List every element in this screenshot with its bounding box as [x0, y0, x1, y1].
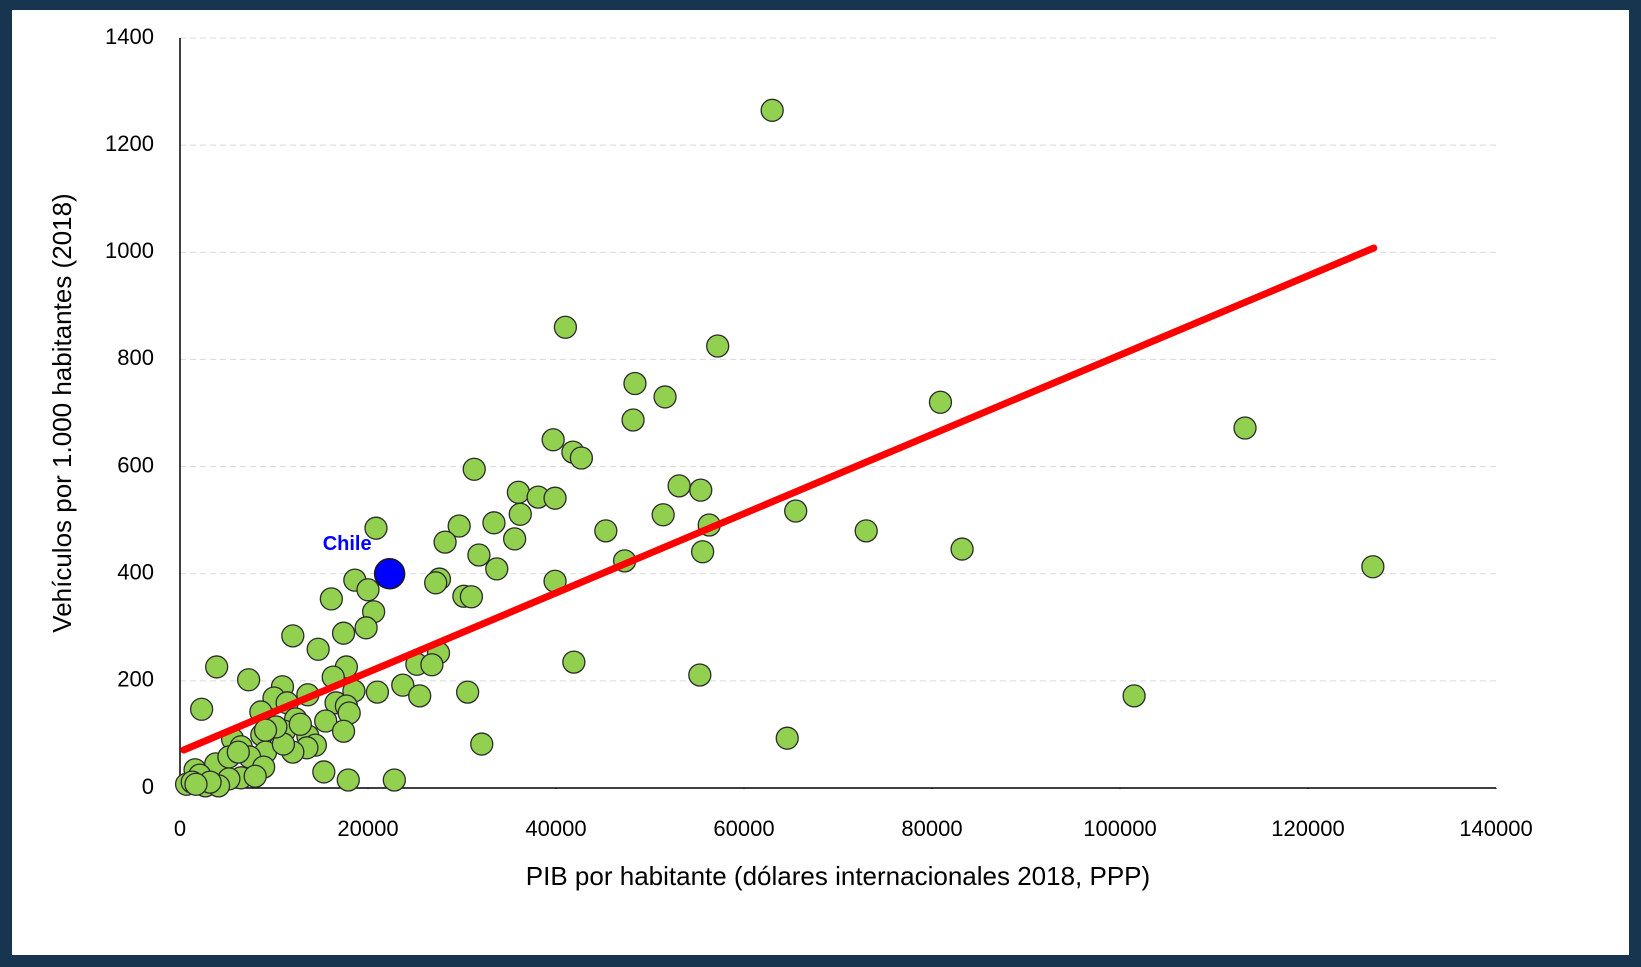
- point: [541, 428, 565, 452]
- point: [331, 621, 356, 645]
- point: [354, 616, 378, 640]
- annotation-label: Chile: [323, 533, 372, 555]
- point: [470, 732, 494, 756]
- x-tick-label: 140000: [1459, 816, 1532, 841]
- point: [543, 486, 567, 510]
- point: [455, 680, 480, 704]
- point: [689, 478, 713, 502]
- point: [462, 457, 486, 481]
- x-axis-title: PIB por habitante (dólares internacional…: [526, 861, 1150, 891]
- point: [184, 772, 208, 796]
- point: [205, 655, 229, 679]
- point: [482, 511, 506, 535]
- point: [502, 527, 527, 551]
- point: [928, 390, 953, 414]
- point: [312, 760, 336, 784]
- point: [306, 637, 330, 661]
- point: [288, 712, 312, 736]
- point: [553, 315, 578, 339]
- point: [236, 668, 261, 692]
- point: [459, 585, 484, 609]
- point: [508, 502, 532, 526]
- x-tick-label: 40000: [525, 816, 586, 841]
- point: [760, 98, 784, 122]
- point: [319, 587, 343, 611]
- point: [651, 503, 675, 527]
- highlight-point: [373, 557, 406, 590]
- point: [336, 768, 360, 792]
- point: [690, 540, 715, 564]
- x-tick-label: 20000: [337, 816, 398, 841]
- point: [621, 408, 645, 432]
- point: [420, 653, 444, 677]
- y-tick-label: 1400: [105, 24, 154, 49]
- point: [391, 673, 415, 697]
- point: [506, 480, 531, 504]
- y-tick-label: 1000: [105, 238, 154, 263]
- point: [364, 516, 388, 540]
- point: [467, 543, 491, 567]
- point: [331, 719, 356, 743]
- point: [356, 578, 380, 602]
- y-tick-label: 800: [117, 345, 154, 370]
- point: [562, 650, 586, 674]
- point: [189, 697, 214, 721]
- x-tick-label: 80000: [901, 816, 962, 841]
- point: [447, 514, 471, 538]
- x-tick-label: 60000: [713, 816, 774, 841]
- point: [382, 768, 406, 792]
- point: [424, 571, 448, 595]
- point: [1233, 416, 1257, 440]
- point: [653, 385, 677, 409]
- point: [569, 446, 594, 470]
- point: [706, 334, 730, 358]
- point: [1361, 555, 1385, 579]
- point: [365, 680, 390, 704]
- y-axis-title: Vehículos por 1.000 habitantes (2018): [47, 193, 77, 632]
- x-tick-label: 100000: [1083, 816, 1156, 841]
- point: [243, 764, 267, 788]
- point: [950, 537, 974, 561]
- x-tick-label: 0: [174, 816, 186, 841]
- point: [854, 519, 878, 543]
- y-tick-label: 200: [117, 667, 154, 692]
- point: [485, 557, 509, 581]
- point: [281, 624, 305, 648]
- y-tick-label: 1200: [105, 131, 154, 156]
- point: [623, 371, 647, 396]
- point: [784, 499, 808, 523]
- point: [775, 726, 799, 750]
- x-tick-label: 120000: [1271, 816, 1344, 841]
- point: [667, 474, 691, 498]
- y-tick-label: 600: [117, 452, 154, 477]
- point: [1122, 684, 1146, 708]
- y-tick-label: 0: [142, 774, 154, 799]
- y-tick-label: 400: [117, 560, 154, 585]
- point: [314, 709, 338, 733]
- trend-line: [180, 244, 1378, 754]
- point: [226, 740, 250, 764]
- point: [594, 519, 618, 543]
- point: [433, 530, 457, 554]
- point: [688, 663, 712, 687]
- point: [408, 684, 432, 708]
